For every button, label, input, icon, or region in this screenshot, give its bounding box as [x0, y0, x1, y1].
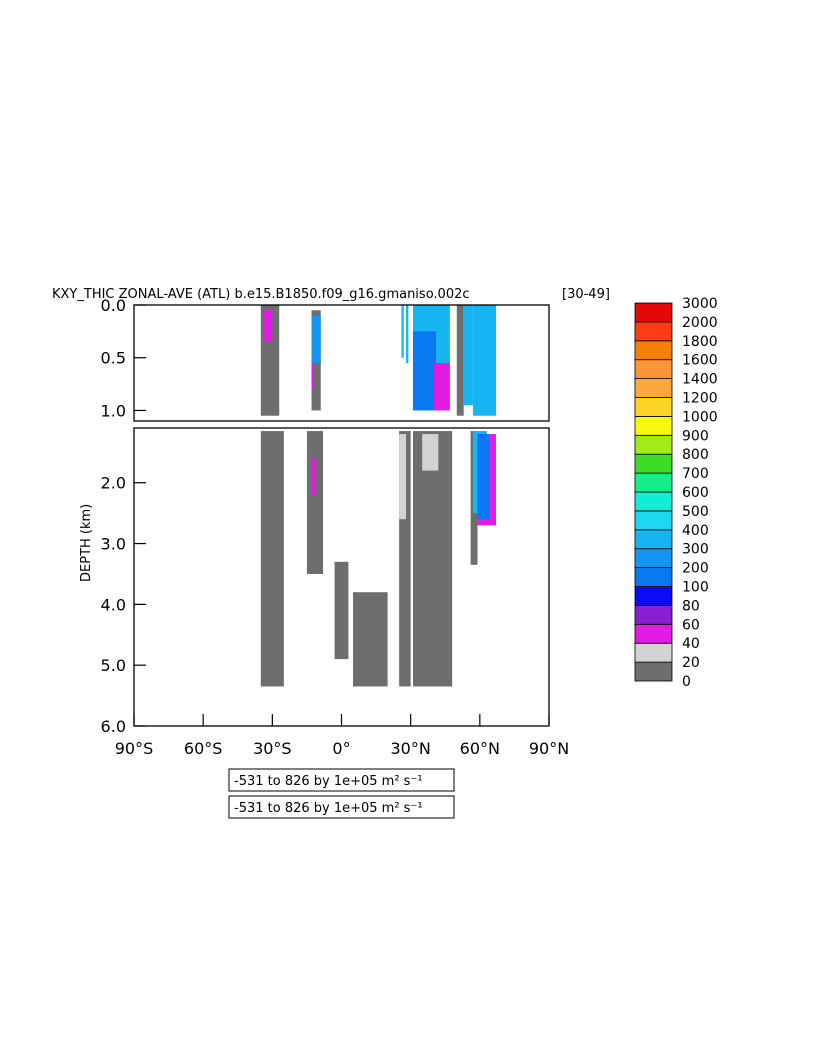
x-tick-label: 30°S: [253, 739, 292, 758]
range-label-1-text: -531 to 826 by 1e+05 m² s⁻¹: [234, 774, 423, 789]
colorbar-label: 900: [682, 428, 709, 444]
contour-region: [456, 305, 464, 416]
colorbar-swatch: [634, 302, 673, 323]
colorbar-swatch: [634, 623, 673, 644]
y-tick-label: 1.0: [101, 401, 126, 420]
colorbar-label: 500: [682, 504, 709, 520]
contour-region: [401, 305, 404, 358]
contour-region: [399, 434, 407, 520]
contour-region: [263, 310, 273, 342]
y-tick-label: 2.0: [101, 474, 126, 493]
colorbar-label: 3000: [682, 296, 718, 312]
colorbar-swatch: [634, 397, 673, 417]
colorbar-label: 1400: [682, 372, 718, 388]
x-tick-label: 60°N: [460, 739, 500, 758]
y-tick-label: 5.0: [101, 656, 126, 675]
colorbar-swatch: [634, 415, 673, 436]
colorbar-swatch: [634, 510, 673, 531]
colorbar-swatch: [634, 586, 673, 606]
y-tick-label: 0.0: [101, 296, 126, 315]
colorbar-label: 1200: [682, 391, 718, 407]
colorbar-swatch: [634, 453, 673, 474]
upper-panel: 0.0 0.5 1.0: [101, 296, 550, 422]
contour-region: [433, 363, 450, 411]
range-label-2-text: -531 to 826 by 1e+05 m² s⁻¹: [234, 801, 423, 816]
contour-region: [399, 431, 411, 687]
colorbar-swatch: [634, 321, 673, 342]
upper-panel-frame: [133, 304, 550, 422]
contour-region: [422, 434, 439, 471]
colorbar-label: 0: [682, 674, 691, 690]
contour-region: [412, 431, 453, 687]
contour-region: [311, 315, 321, 363]
y-tick-label: 3.0: [101, 535, 126, 554]
colorbar-label: 200: [682, 561, 709, 577]
x-tick-label: 30°N: [391, 739, 431, 758]
colorbar-label: 800: [682, 447, 709, 463]
colorbar-label: 80: [682, 598, 700, 614]
chart-title: KXY_THIC ZONAL-AVE (ATL) b.e15.B1850.f09…: [52, 287, 470, 302]
contour-region: [477, 434, 490, 520]
y-tick-label: 6.0: [101, 717, 126, 736]
contour-region: [334, 561, 349, 660]
colorbar-swatch: [634, 472, 673, 493]
lower-panel: 2.0 3.0 4.0 5.0 6.0 90°S 60°S 30°S 0° 30°N 60°N 90…: [101, 427, 569, 758]
contour-region: [463, 305, 473, 406]
colorbar-label: 100: [682, 580, 709, 596]
colorbar-label: 40: [682, 636, 700, 652]
contour-region: [311, 363, 314, 390]
colorbar-label: 2000: [682, 315, 718, 331]
colorbar-label: 400: [682, 523, 709, 539]
x-tick-label: 0°: [332, 739, 350, 758]
contour-region: [412, 331, 437, 411]
contour-region: [306, 431, 324, 574]
contour-region: [472, 305, 496, 416]
colorbar-label: 300: [682, 542, 709, 558]
colorbar-label: 60: [682, 617, 700, 633]
contour-region: [353, 592, 388, 687]
chart-title-suffix: [30-49]: [562, 287, 610, 302]
colorbar: 0 20 40 60 80 100 200 300 400 500 600 700 800 900 1000…: [634, 296, 718, 690]
colorbar-swatch: [634, 340, 673, 361]
colorbar-label: 1600: [682, 353, 718, 369]
colorbar-swatch: [634, 548, 673, 569]
y-axis-label: DEPTH (km): [79, 504, 94, 582]
x-tick-label: 60°S: [184, 739, 223, 758]
contour-region: [406, 305, 409, 363]
colorbar-label: 1000: [682, 409, 718, 425]
colorbar-swatch: [634, 529, 673, 550]
colorbar-swatch: [634, 661, 673, 682]
colorbar-swatch: [634, 378, 673, 398]
colorbar-swatch: [634, 491, 673, 512]
contour-region: [260, 431, 284, 687]
y-tick-label: 4.0: [101, 595, 126, 614]
range-label-2: -531 to 826 by 1e+05 m² s⁻¹: [228, 795, 455, 819]
colorbar-label: 600: [682, 485, 709, 501]
x-tick-label: 90°N: [529, 739, 569, 758]
colorbar-swatch: [634, 567, 673, 587]
colorbar-label: 700: [682, 466, 709, 482]
y-tick-label: 0.5: [101, 349, 126, 368]
colorbar-swatch: [634, 642, 673, 663]
x-tick-label: 90°S: [115, 739, 154, 758]
range-label-1: -531 to 826 by 1e+05 m² s⁻¹: [228, 768, 455, 792]
colorbar-label: 20: [682, 655, 700, 671]
colorbar-swatch: [634, 359, 673, 380]
colorbar-label: 1800: [682, 334, 718, 350]
colorbar-swatch: [634, 605, 673, 625]
contour-region: [311, 458, 317, 495]
colorbar-swatch: [634, 434, 673, 455]
